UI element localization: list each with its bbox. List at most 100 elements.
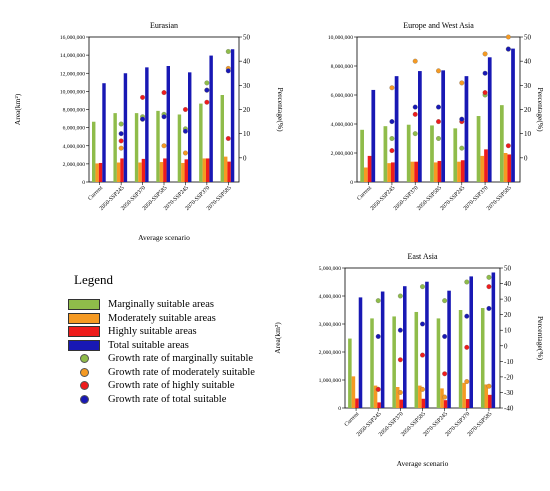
bar-3 [371,89,376,182]
rate-point-3 [436,104,441,110]
y-tick-label: 0 [338,406,341,412]
y-tick-label: 8,000,000 [331,64,354,70]
bar-2 [367,155,372,182]
y2-tick-label: 40 [243,58,251,66]
legend-items: Marginally suitable areas Moderately suit… [68,298,298,406]
x-tick-label: Current [356,185,373,202]
legend-marker-wrap [68,353,100,364]
rate-point-0 [225,49,231,54]
bar-0 [92,121,96,182]
y-tick-label: 0 [82,180,85,186]
y2-tick-label: 0 [504,342,508,350]
bar-2 [399,399,404,408]
bar-0 [499,105,504,182]
bar-3 [102,83,106,182]
x-tick-label: Current [344,411,361,428]
bar-0 [476,116,481,182]
bar-0 [430,125,434,182]
legend-label: Growth rate of marginally suitable [108,353,254,365]
y-tick-label: 4,000,000 [319,294,342,300]
y2-tick-label: 0 [524,154,528,162]
bar-2 [355,398,359,408]
legend-item: Growth rate of marginally suitable [68,352,298,366]
legend-title: Legend [74,272,113,287]
rate-point-1 [505,34,511,40]
legend-label: Marginally suitable areas [108,299,214,311]
bar-3 [441,70,446,182]
rate-point-2 [118,138,124,144]
bar-1 [159,162,164,182]
legend-swatch [68,299,100,311]
bar-3 [464,76,469,182]
bar-3 [380,291,385,408]
legend-marker-wrap [68,367,100,378]
legend-label: Moderately suitable areas [108,312,216,324]
rate-point-1 [161,143,167,149]
chart-title: Europe and West Asia [403,21,474,30]
legend-item: Moderately suitable areas [68,312,298,326]
rate-point-2 [389,148,395,154]
bar-3 [358,297,363,408]
legend-marker [79,381,89,391]
y-tick-label: 2,000,000 [331,151,354,157]
y-tick-label: 5,000,000 [319,266,342,272]
y2-tick-label: 30 [243,82,251,90]
y2-tick-label: 50 [524,34,532,42]
rate-point-2 [397,357,403,363]
bar-0 [458,310,463,408]
bar-1 [410,161,415,182]
bar-0 [453,128,458,182]
y-tick-label: 16,000,000 [60,35,85,41]
y2-tick-label: -20 [504,373,514,381]
rate-point-1 [389,85,395,91]
rate-point-0 [118,121,124,127]
bar-3 [418,71,422,182]
rate-point-3 [397,327,403,333]
y-tick-label: 4,000,000 [331,122,354,128]
y-tick-label: 12,000,000 [60,71,85,77]
rate-point-0 [397,293,403,299]
bar-3 [230,49,235,182]
legend-swatch [68,326,100,338]
legend-item: Total suitable areas [68,339,298,353]
rate-point-1 [397,389,403,395]
legend-marker [79,367,89,377]
bar-0 [177,114,182,182]
bar-1 [484,384,489,408]
bar-1 [363,167,368,182]
bar-0 [414,311,419,408]
rate-point-2 [436,119,441,125]
y2-tick-label: 0 [243,154,247,162]
rate-point-0 [420,284,425,290]
chart-title: East Asia [408,252,438,261]
bar-3 [511,48,515,182]
y-tick-label: 6,000,000 [63,126,86,132]
rate-point-2 [442,371,448,377]
bar-3 [123,73,128,182]
bar-1 [202,158,206,182]
bar-2 [507,154,512,182]
bar-0 [220,95,224,182]
y2-tick-label: 40 [504,280,512,288]
y-axis-label: Area(km²) [273,322,282,354]
rate-point-3 [505,46,511,52]
y2-axis-label: Percentage(%) [276,87,285,132]
bar-3 [145,67,149,182]
y2-tick-label: 10 [504,327,512,335]
y-tick-label: 6,000,000 [331,93,354,99]
rate-point-1 [486,383,492,389]
legend-label: Growth rate of moderately suitable [108,366,255,378]
y-tick-label: 8,000,000 [63,108,86,114]
rate-point-0 [442,298,448,304]
y-axis-label: Area(km²) [13,93,22,125]
rate-point-0 [486,274,492,280]
bar-2 [414,161,419,182]
rate-point-0 [204,80,210,86]
y2-axis-label: Percentage(%) [536,87,545,132]
chart-title: Eurasian [150,21,178,30]
legend-item: Growth rate of highly suitable [68,379,298,393]
bar-1 [373,385,378,408]
bar-1 [457,161,461,182]
rate-point-3 [464,313,470,319]
y2-tick-label: 50 [243,34,251,42]
